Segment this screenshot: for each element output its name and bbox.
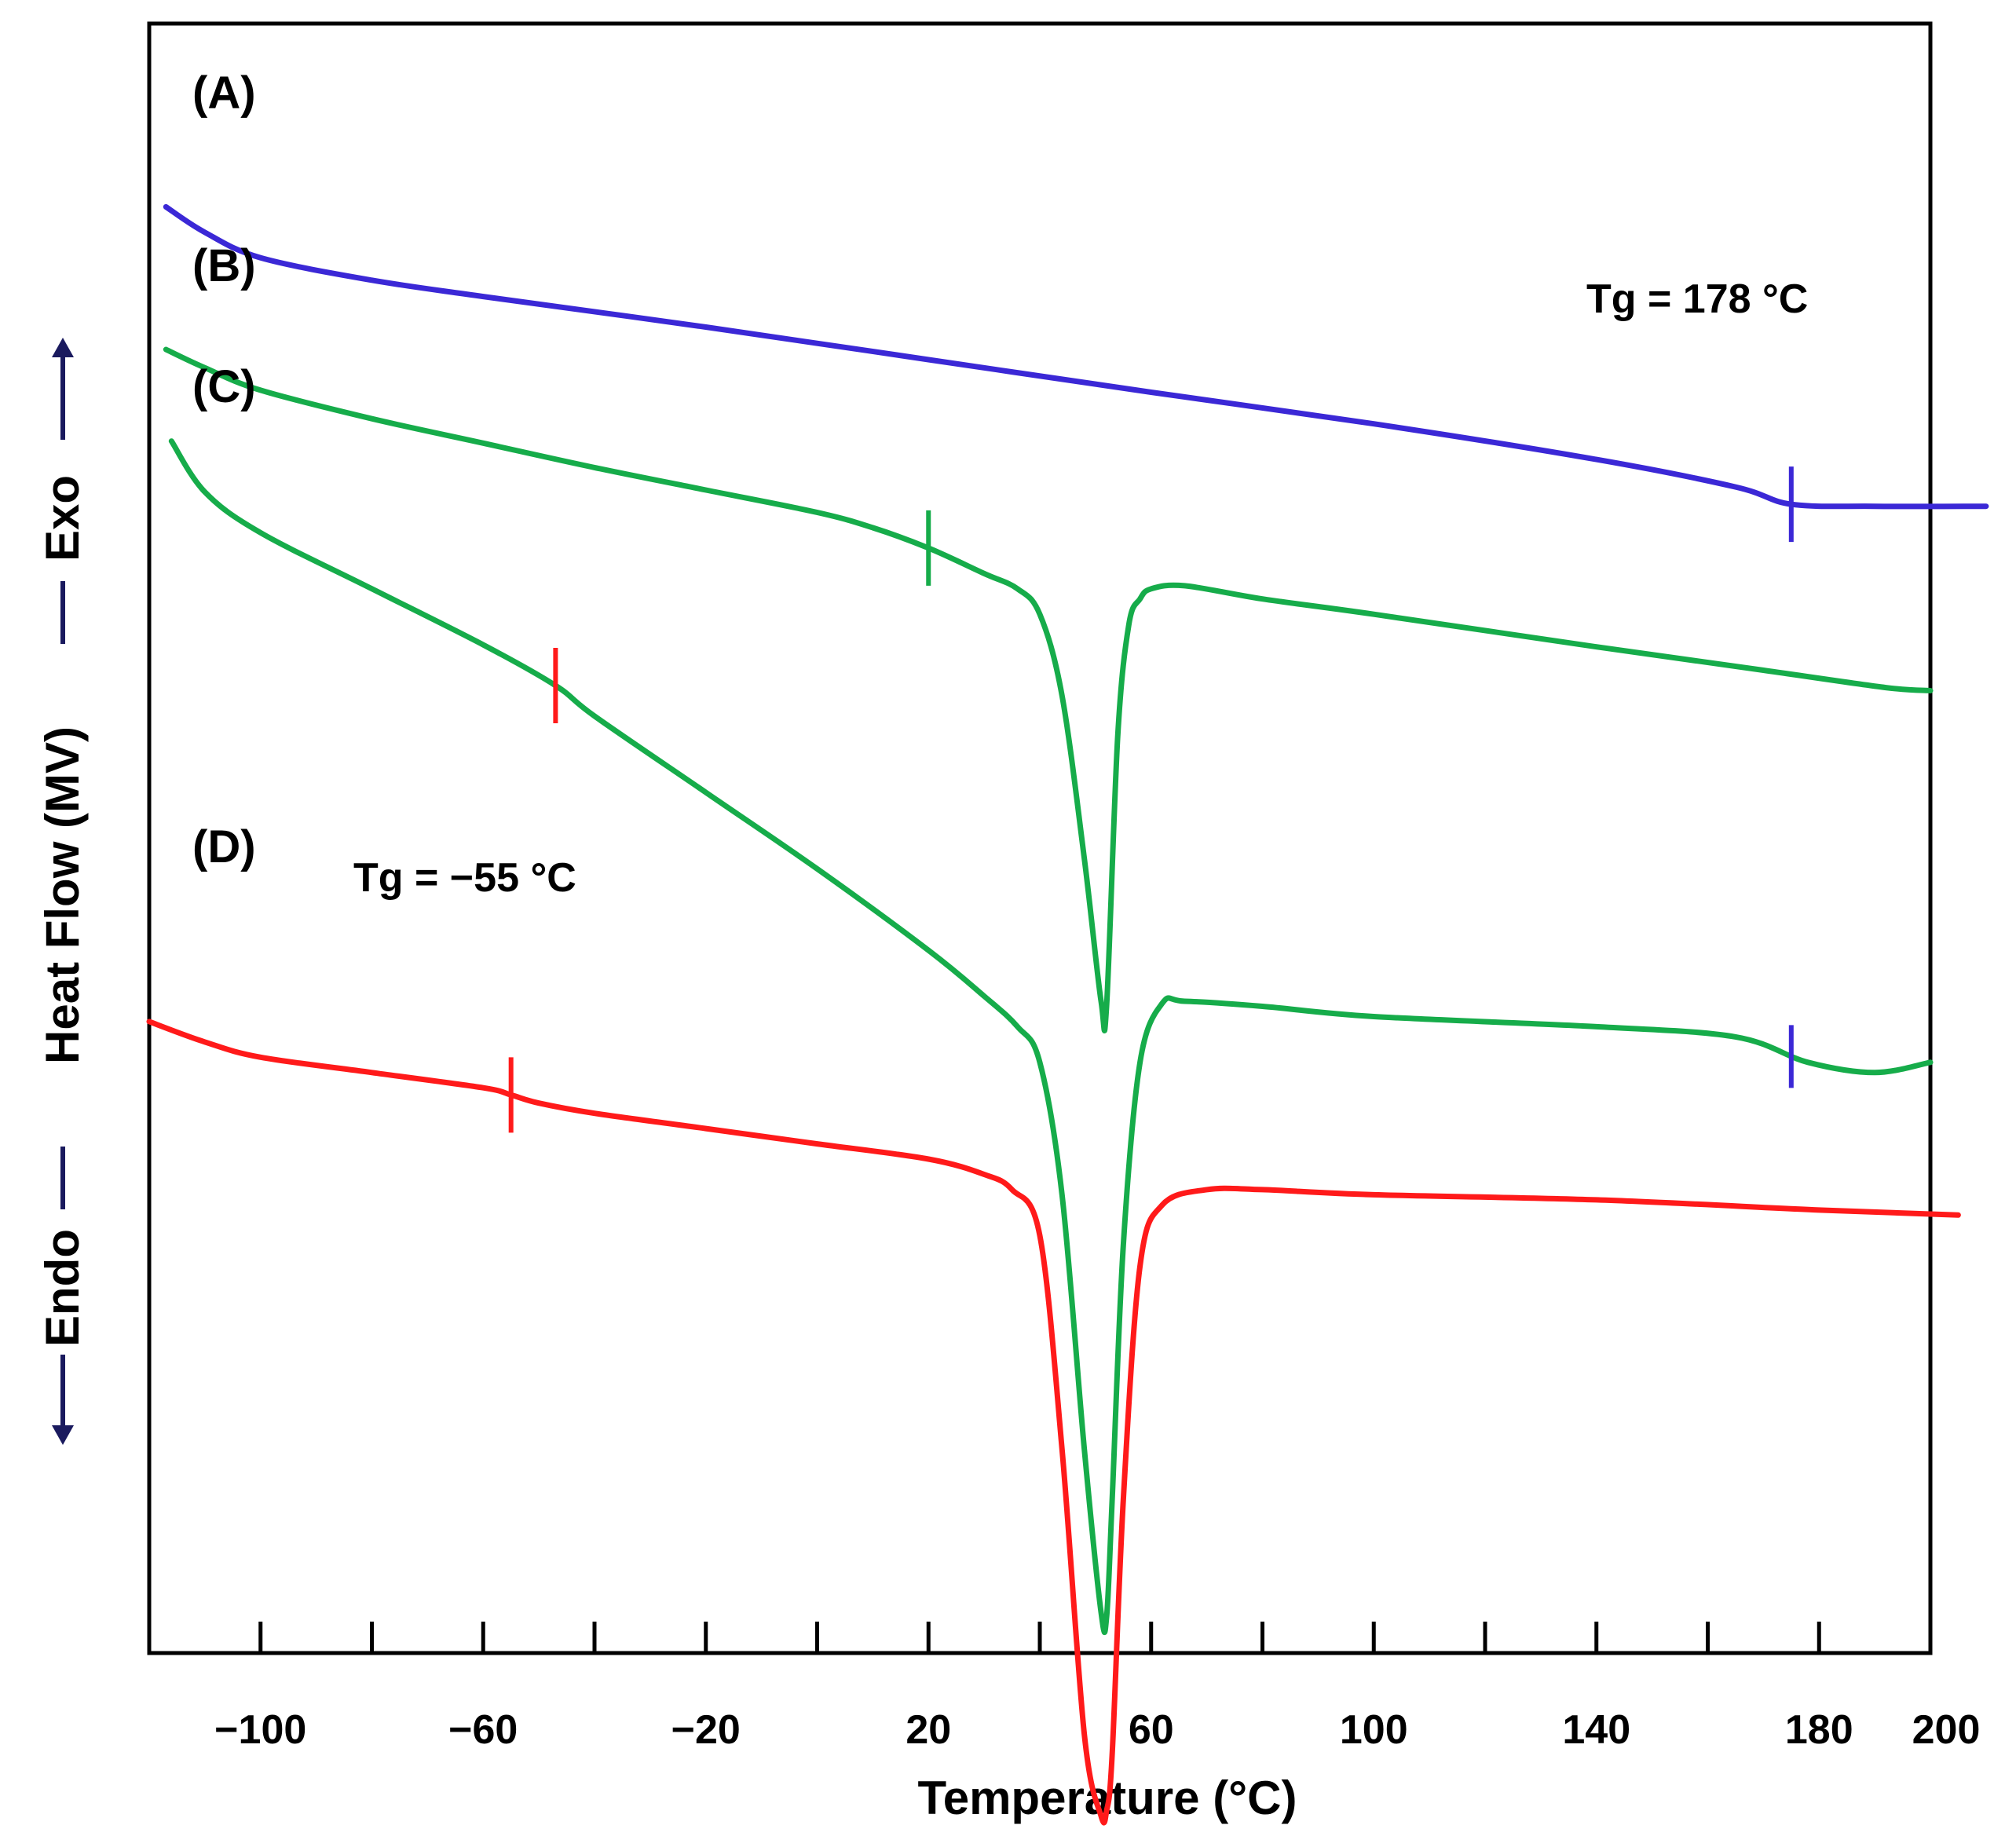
series-label-d: (D) xyxy=(192,821,256,872)
endo-label: Endo xyxy=(36,1229,89,1347)
curve-c xyxy=(168,438,1934,1635)
exo-label: Exo xyxy=(36,475,89,561)
curve-a xyxy=(163,203,1989,510)
series-label-b: (B) xyxy=(192,240,256,291)
x-tick-label: −100 xyxy=(214,1707,306,1753)
x-tick-label: 140 xyxy=(1562,1707,1630,1753)
plot-frame xyxy=(147,21,1933,1655)
tg-annotation-high: Tg = 178 °C xyxy=(1586,276,1808,322)
x-axis-tick-labels: −100 −60 −20 20 60 100 140 180 200 xyxy=(214,1707,1980,1753)
x-tick-label: 200 xyxy=(1912,1707,1981,1753)
y-axis-annotation: Endo Heat Flow (MV) Exo xyxy=(36,338,89,1445)
x-tick-label: 20 xyxy=(906,1707,951,1753)
series-label-a: (A) xyxy=(192,68,256,119)
x-tick-label: −20 xyxy=(671,1707,741,1753)
x-tick-label: 60 xyxy=(1129,1707,1174,1753)
x-tick-label: −60 xyxy=(448,1707,518,1753)
x-tick-label: 100 xyxy=(1340,1707,1408,1753)
exo-arrow-icon xyxy=(52,338,74,357)
series-label-c: (C) xyxy=(192,361,256,412)
endo-arrow-icon xyxy=(52,1425,74,1445)
curve-b xyxy=(163,346,1934,1033)
y-axis-label: Heat Flow (MV) xyxy=(36,726,89,1064)
curve-d xyxy=(146,1019,1961,1826)
tg-annotation-low: Tg = −55 °C xyxy=(353,855,576,901)
x-tick-label: 180 xyxy=(1785,1707,1853,1753)
x-axis-ticks xyxy=(258,1622,1821,1653)
